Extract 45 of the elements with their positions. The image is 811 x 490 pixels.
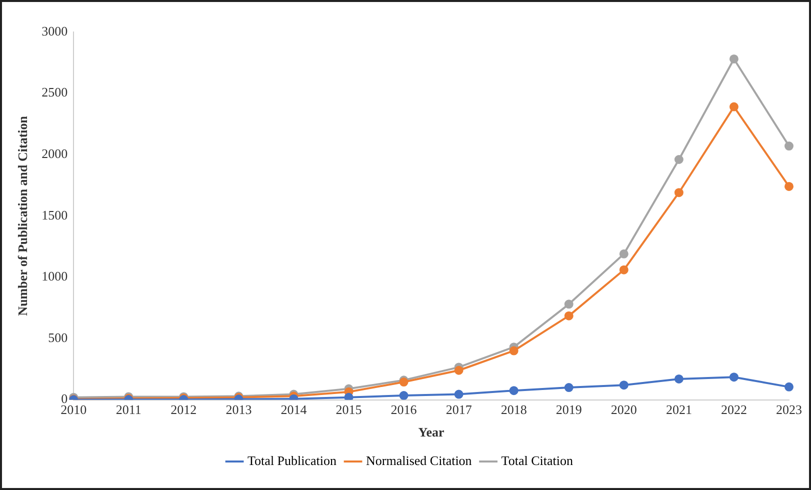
point [509,386,518,396]
point [454,366,464,375]
x-tick-label: 2016 [390,402,418,418]
legend-label: Normalised Citation [366,452,472,468]
x-tick-label: 2013 [226,402,252,418]
point [784,142,794,151]
point [564,383,574,392]
point [399,391,408,400]
x-tick-label: 2021 [666,402,692,418]
y-tick-label: 3000 [42,23,68,38]
y-tick-label: 500 [48,330,68,345]
point [619,249,628,258]
x-tick-label: 2015 [336,402,362,418]
x-tick-label: 2023 [776,402,802,418]
point [564,311,574,320]
y-tick-label: 2500 [42,84,68,100]
point [619,380,628,390]
point [454,390,464,399]
x-tick-label: 2022 [720,402,747,418]
point [509,346,518,356]
point [784,182,794,191]
point [674,188,684,198]
point [729,54,738,64]
x-tick-label: 2011 [116,402,142,418]
point [344,392,354,400]
y-tick-label: 1000 [42,268,68,284]
point [564,300,574,309]
point [619,265,628,274]
legend-label: Total Citation [501,452,574,468]
point [784,382,794,392]
x-tick-label: 2012 [170,402,197,418]
x-tick-label: 2017 [446,402,472,418]
x-axis-title: Year [418,424,445,440]
x-tick-label: 2014 [280,402,308,418]
y-axis-title: Number of Publication and Citation [15,115,30,316]
x-tick-label: 2019 [556,402,582,418]
x-tick-label: 2018 [500,402,527,418]
x-tick-label: 2020 [610,402,637,418]
legend-label: Total Publication [248,452,338,468]
point [729,102,738,112]
point [674,374,684,384]
point [729,372,738,382]
point [674,155,684,164]
y-tick-label: 1500 [42,207,68,222]
y-tick-label: 2000 [42,146,68,162]
